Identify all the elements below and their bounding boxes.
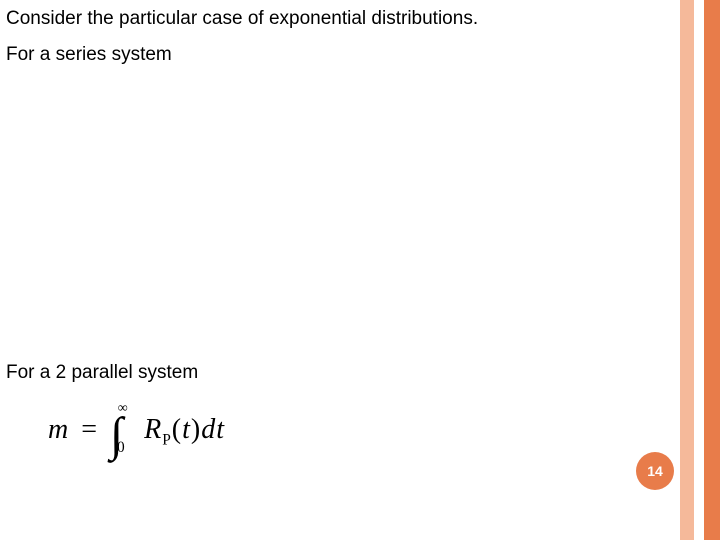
integral-symbol: ∫ ∞ 0 <box>110 414 123 446</box>
page-number: 14 <box>647 463 663 479</box>
formula-func-sub: P <box>162 432 172 449</box>
formula-func: R <box>144 414 162 445</box>
integral-lower: 0 <box>117 439 125 457</box>
stripe-dark <box>704 0 720 540</box>
text-line-1: Consider the particular case of exponent… <box>6 8 478 30</box>
stripe-light <box>680 0 694 540</box>
text-line-3: For a 2 parallel system <box>6 362 198 384</box>
page-number-badge: 14 <box>636 452 674 490</box>
slide: Consider the particular case of exponent… <box>0 0 720 540</box>
text-line-2: For a series system <box>6 44 172 66</box>
integral-upper: ∞ <box>118 401 128 417</box>
formula-arg: t <box>182 414 191 445</box>
formula-lhs: m <box>48 414 68 445</box>
formula-mtff: m = ∫ ∞ 0 RP(t)dt <box>48 414 225 450</box>
formula-diff: dt <box>201 414 225 445</box>
formula-equals: = <box>75 414 103 445</box>
